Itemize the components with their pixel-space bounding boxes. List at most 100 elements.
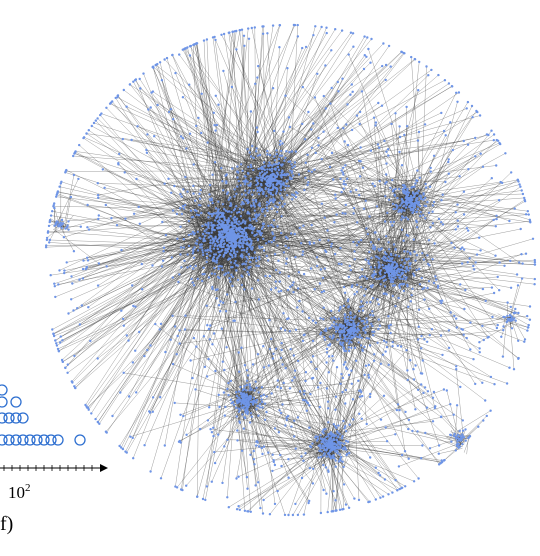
node [206, 485, 208, 487]
node [275, 269, 277, 271]
edge [504, 318, 506, 327]
node [366, 277, 368, 279]
node [189, 133, 191, 135]
node [182, 205, 184, 207]
node [198, 214, 200, 216]
node [246, 251, 248, 253]
node [290, 232, 292, 234]
edge [407, 283, 408, 371]
node [417, 389, 419, 391]
node [455, 228, 457, 230]
node [172, 276, 174, 278]
node [120, 446, 122, 448]
edge [175, 327, 246, 394]
node [138, 331, 140, 333]
node [250, 110, 252, 112]
node [82, 277, 84, 279]
node [172, 209, 174, 211]
node [105, 107, 107, 109]
node [233, 262, 235, 264]
node [192, 192, 194, 194]
node [257, 279, 259, 281]
node [97, 357, 99, 359]
edge [411, 57, 420, 184]
edge [465, 416, 487, 437]
node [210, 222, 212, 224]
edge [462, 317, 508, 329]
edge [467, 438, 469, 454]
node [160, 477, 162, 479]
node [402, 240, 404, 242]
node [184, 204, 186, 206]
node [222, 361, 224, 363]
node [284, 329, 286, 331]
node [437, 74, 439, 76]
node [430, 69, 432, 71]
node [211, 272, 213, 274]
node [181, 195, 183, 197]
node [255, 260, 257, 262]
edge [90, 245, 221, 341]
node [54, 285, 56, 287]
node [73, 355, 75, 357]
node [122, 318, 124, 320]
node [170, 192, 172, 194]
node [146, 349, 148, 351]
node [363, 35, 365, 37]
node [353, 207, 355, 209]
node [228, 277, 230, 279]
node [498, 261, 500, 263]
page: 102 f) (() => { const data = JSON.parse(… [0, 0, 540, 556]
node [281, 142, 283, 144]
node [181, 213, 183, 215]
node [297, 35, 299, 37]
edge [444, 444, 465, 461]
node [238, 223, 240, 225]
node [81, 304, 83, 306]
node [116, 224, 118, 226]
node [254, 484, 256, 486]
figure: 102 f) [0, 0, 540, 556]
node [179, 226, 181, 228]
node [188, 234, 190, 236]
edge [197, 267, 200, 497]
node [343, 483, 345, 485]
node [193, 257, 195, 259]
network-graph [45, 24, 536, 516]
node [164, 351, 166, 353]
node [325, 493, 327, 495]
node [212, 427, 214, 429]
node [266, 255, 268, 257]
node [132, 361, 134, 363]
node [88, 409, 90, 411]
node [195, 265, 197, 267]
edge [503, 319, 507, 357]
node [221, 265, 223, 267]
node [455, 365, 457, 367]
edge [65, 197, 71, 227]
node [277, 379, 279, 381]
node [248, 38, 250, 40]
edge [330, 406, 435, 450]
edge [465, 427, 478, 439]
node [202, 233, 204, 235]
edge [186, 415, 248, 486]
edge [53, 229, 99, 264]
node [294, 233, 296, 235]
node [207, 204, 209, 206]
node [348, 276, 350, 278]
node [349, 265, 351, 267]
node [120, 310, 122, 312]
node [407, 428, 409, 430]
node [171, 256, 173, 258]
edge [412, 135, 446, 201]
node [60, 335, 62, 337]
node [244, 510, 246, 512]
edge [439, 448, 463, 453]
node [284, 245, 286, 247]
node [219, 300, 221, 302]
node [432, 204, 434, 206]
node [179, 253, 181, 255]
node [128, 395, 130, 397]
node [458, 175, 460, 177]
